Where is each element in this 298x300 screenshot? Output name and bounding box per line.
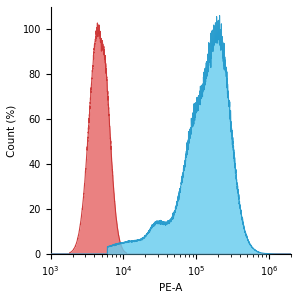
X-axis label: PE-A: PE-A (159, 283, 182, 293)
Y-axis label: Count (%): Count (%) (7, 104, 17, 157)
